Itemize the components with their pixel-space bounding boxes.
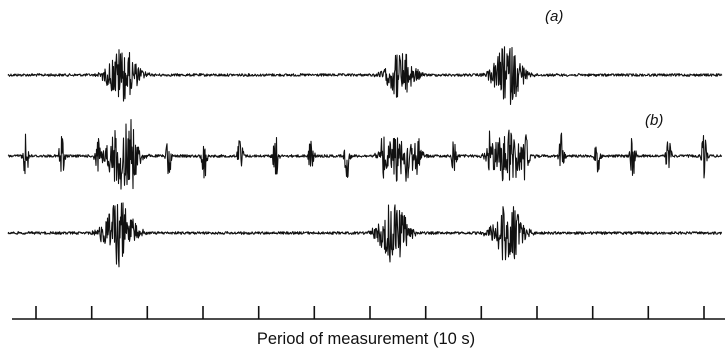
axis-caption: Period of measurement (10 s) bbox=[257, 330, 475, 348]
panel-label-a: (a) bbox=[545, 8, 563, 25]
trace-c bbox=[7, 202, 723, 268]
panel-label-b: (b) bbox=[645, 112, 663, 129]
trace-b bbox=[7, 119, 723, 190]
traces-layer bbox=[7, 46, 723, 268]
time-axis bbox=[12, 306, 725, 320]
trace-a bbox=[7, 46, 723, 106]
